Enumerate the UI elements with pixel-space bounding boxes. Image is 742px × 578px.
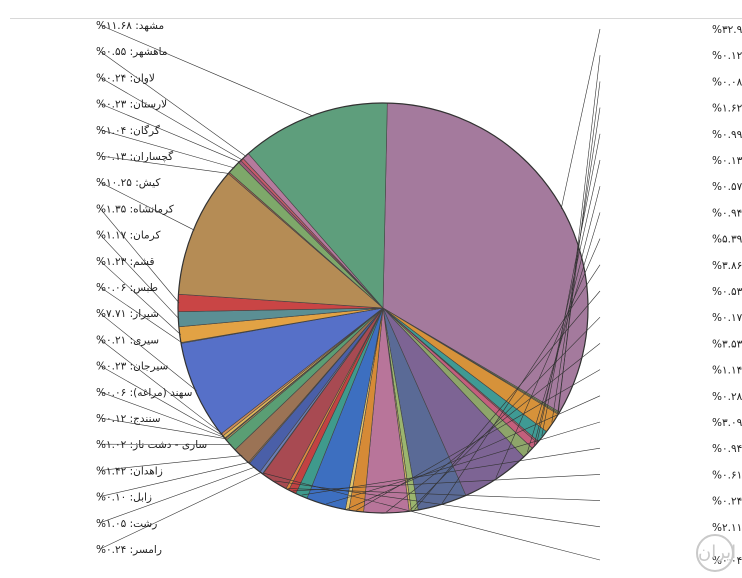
leader-line-29 [99,365,225,437]
leader-line-16 [326,421,601,505]
leader-line-25 [99,455,243,471]
slice-label-12: بجنورد: ۰.۱۷% [712,312,742,324]
slice-label-33: قشم: ۱.۲۳% [96,256,155,268]
leader-line-34 [99,234,180,320]
slice-label-24: زابل: ۰.۱۰% [96,492,152,504]
slice-label-20: خلیج فارس (عسلویه): ۲.۱۱% [712,522,742,534]
leader-line-39 [99,103,241,163]
slice-label-2: نوشهر: ۰.۱۲% [712,50,742,62]
slice-label-29: سیرجان: ۰.۲۳% [96,361,168,373]
leader-line-8 [527,212,601,453]
slice-label-14: بوشهر: ۱.۱۴% [712,365,742,377]
slice-label-41: ماهشهر: ۰.۵۵% [96,46,168,58]
slice-label-36: کیش: ۱۰.۲۵% [96,177,160,189]
leader-line-36 [99,181,195,231]
leader-line-15 [347,395,601,510]
slice-label-15: بیرجند: ۰.۲۸% [712,391,742,403]
leader-line-37 [99,155,230,174]
slice-labels: مهرآباد: ۳۲.۹۵% نوشهر: ۰.۱۲% یاسوج: ۰.۰۸% ی… [96,20,742,567]
leader-line-31 [99,312,197,391]
slice-label-7: اردبیل: ۰.۵۷% [712,181,742,193]
slice-label-5: آبادان: ۰.۹۹% [712,128,742,141]
slice-label-19: خرم آباد: ۰.۲۴% [712,495,742,508]
slice-label-22: رامسر: ۰.۲۴% [96,544,162,556]
slice-label-4: یزد: ۱.۶۲% [712,103,742,115]
leader-line-5 [541,133,601,437]
leader-line-20 [274,480,601,528]
slice-label-16: تبریز: ۳.۰۹% [712,417,742,429]
slice-label-31: شیراز: ۷.۷۱% [96,308,159,320]
slice-label-42: مشهد: ۱۱.۶۸% [96,20,164,32]
leader-line-21 [263,472,601,561]
slice-label-28: سهند (مراغه): ۰.۰۶% [96,387,192,399]
leader-line-22 [99,471,262,550]
slice-label-17: چابهار: ۰.۹۴% [712,443,742,455]
leader-line-4 [551,107,601,423]
slice-label-38: گرگان: ۱.۰۴% [96,124,160,137]
leader-line-35 [99,208,180,304]
slice-label-9: اصفهان: ۵.۳۹% [712,234,742,246]
leader-line-17 [301,447,601,496]
slice-label-11: ایلام: ۰.۵۳% [712,286,742,298]
leader-line-41 [99,50,247,157]
slice-label-37: گچساران: ۰.۱۳% [96,150,173,163]
leader-line-11 [414,290,601,510]
leader-line-19 [287,488,601,501]
slice-label-1: مهرآباد: ۳۲.۹۵% [712,23,742,36]
slice-label-8: ارومیه: ۰.۹۴% [712,207,742,219]
pie-outline [177,102,589,514]
slice-label-23: رشت: ۱.۰۵% [96,518,157,530]
pie-slices [177,102,589,514]
leader-line-27 [99,417,227,440]
leader-line-30 [99,339,223,435]
slice-label-30: سیری: ۰.۲۱% [96,334,159,346]
slice-label-35: کرمانشاه: ۱.۳۵% [96,203,174,215]
slice-label-25: زاهدان: ۱.۴۲% [96,465,163,477]
leader-line-9 [495,238,601,479]
slice-label-3: یاسوج: ۰.۰۸% [712,76,742,88]
leader-line-12 [409,316,601,511]
leader-line-1 [560,28,601,209]
slice-label-32: طبس: ۰.۰۶% [96,282,158,294]
slice-label-34: کرمان: ۱.۱۷% [96,230,160,242]
leader-lines [99,24,601,561]
leader-line-6 [536,159,601,442]
slice-label-6: ابوموسی: ۰.۱۳% [712,155,742,167]
leader-line-23 [99,466,256,524]
leader-line-38 [99,129,235,169]
leader-line-24 [99,461,250,497]
leader-line-40 [99,77,243,161]
slice-label-27: سنندج: ۰.۱۲% [96,413,161,425]
leader-line-18 [292,474,601,492]
leader-line-7 [533,186,601,446]
slice-label-10: اهواز: ۳.۸۶% [712,260,742,272]
slice-label-26: ساری - دشت ناز: ۱.۰۲% [96,439,207,451]
leader-line-33 [99,260,181,335]
slice-label-39: لارستان: ۰.۲۳% [96,99,167,111]
slice-label-40: لاوان: ۰.۲۴% [96,72,155,84]
slice-label-18: خارک: ۰.۶۱% [712,469,742,481]
watermark-logo: ایران [696,534,736,572]
slice-label-13: بندرعباس: ۳.۵۳% [712,338,742,350]
leader-line-28 [99,391,226,439]
leader-line-32 [99,286,183,344]
top-divider [10,18,742,19]
leader-line-42 [99,24,314,117]
